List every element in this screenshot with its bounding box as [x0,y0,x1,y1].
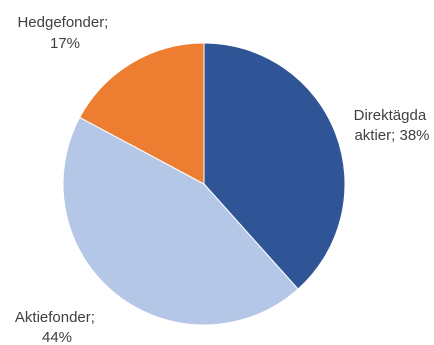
slice-label-aktiefonder: Aktiefonder; 44% [15,309,99,345]
slice-label-hedgefonder-line-1: Hedgefonder; [17,14,108,31]
pie-slices [62,42,346,326]
slice-label-direktagda-aktier: Direktägda aktier; 38% [354,107,431,144]
slice-label-aktiefonder-line-1: Aktiefonder; [15,309,95,326]
slice-label-direktagda-aktier-line-2: aktier; 38% [354,127,429,144]
slice-label-hedgefonder-line-2: 17% [50,35,80,52]
slice-label-aktiefonder-line-2: 44% [42,329,72,345]
pie-slice-aktiefonder [62,116,299,326]
pie-slice-hedgefonder [79,42,205,185]
slice-label-hedgefonder: Hedgefonder; 17% [17,14,112,52]
slice-label-direktagda-aktier-line-1: Direktägda [354,107,427,124]
pie-slice-direktagda-aktier [203,42,346,290]
pie-labels: Direktägda aktier; 38% Aktiefonder; 44% … [15,14,430,345]
